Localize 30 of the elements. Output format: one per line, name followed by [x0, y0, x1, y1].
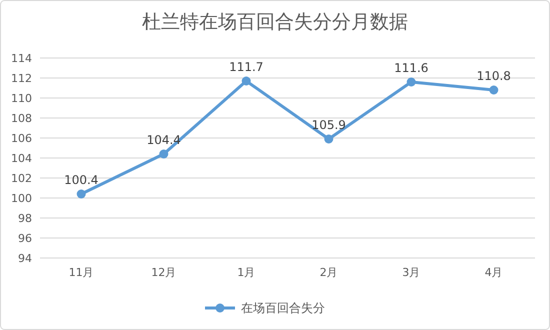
- data-label: 105.9: [312, 118, 346, 132]
- y-tick-label: 96: [18, 232, 32, 245]
- x-tick-label: 12月: [151, 266, 176, 279]
- y-tick-label: 104: [11, 152, 32, 165]
- data-label: 111.7: [229, 60, 264, 74]
- point: [406, 78, 416, 86]
- y-tick-label: 112: [11, 72, 32, 85]
- chart-title: 杜兰特在场百回合失分分月数据: [142, 11, 408, 33]
- y-tick-label: 102: [11, 172, 32, 185]
- y-tick-label: 110: [11, 92, 32, 105]
- x-tick-label: 3月: [402, 266, 420, 279]
- y-tick-label: 98: [18, 212, 32, 225]
- x-tick-label: 11月: [68, 266, 94, 279]
- data-label: 100.4: [64, 173, 98, 187]
- point: [242, 76, 251, 86]
- data-label: 110.8: [476, 69, 511, 83]
- point: [76, 190, 86, 198]
- y-tick-label: 94: [18, 252, 32, 265]
- x-tick-label: 2月: [320, 266, 338, 279]
- x-tick-label: 1月: [237, 266, 256, 279]
- y-tick-label: 106: [11, 132, 32, 145]
- point: [159, 150, 168, 158]
- data-label: 111.6: [394, 61, 428, 75]
- x-tick-label: 4月: [484, 266, 503, 279]
- point: [324, 134, 334, 144]
- legend-label: 在场百回合失分: [241, 301, 325, 316]
- y-tick-label: 108: [11, 112, 32, 125]
- y-tick-label: 100: [11, 192, 32, 205]
- y-tick-label: 114: [11, 52, 32, 65]
- point: [489, 86, 498, 94]
